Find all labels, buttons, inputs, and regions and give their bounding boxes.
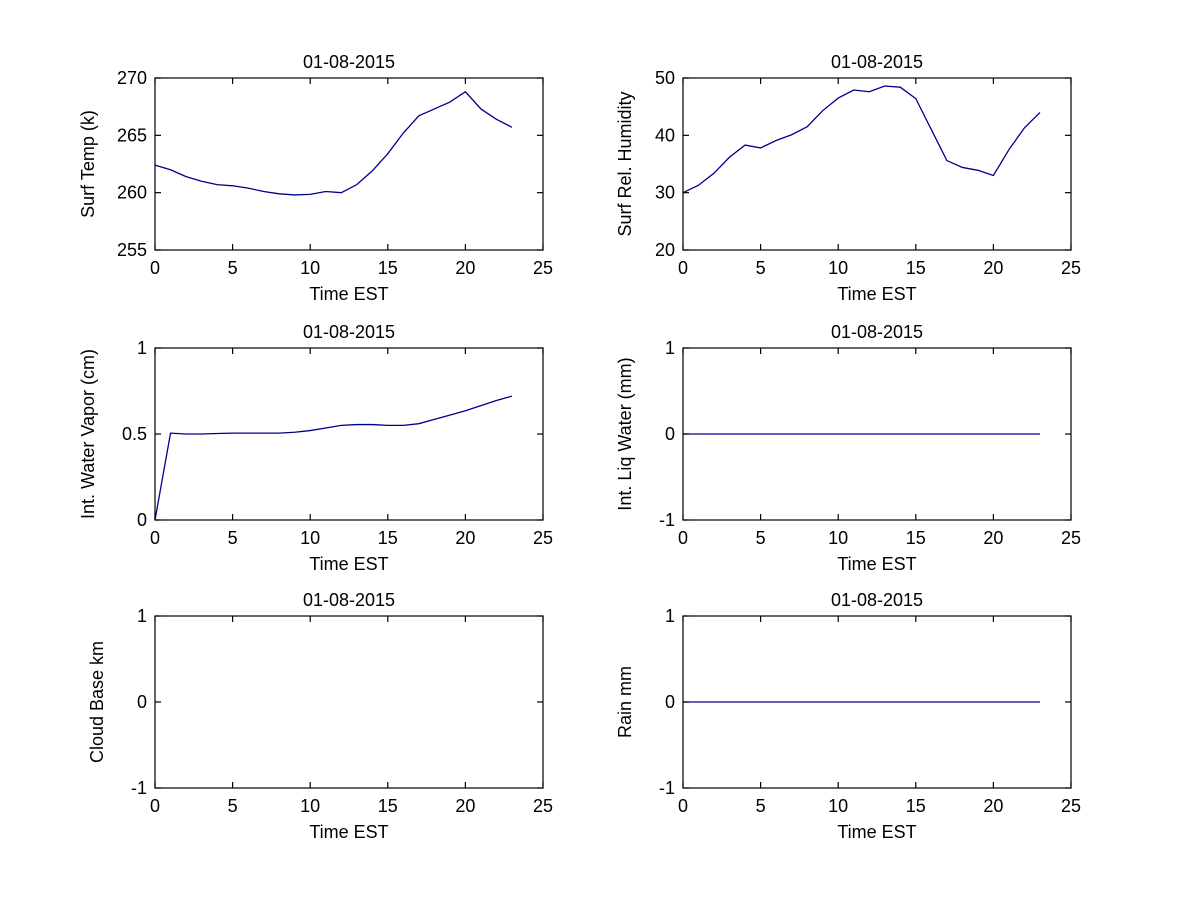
x-tick-label: 0: [678, 528, 688, 548]
x-tick-label: 0: [678, 258, 688, 278]
x-tick-label: 10: [300, 258, 320, 278]
y-tick-label: 1: [137, 338, 147, 358]
subplot-2-ylabel: Surf Rel. Humidity: [615, 91, 635, 236]
y-tick-label: 255: [117, 240, 147, 260]
subplot-6-xlabel: Time EST: [837, 822, 916, 842]
y-tick-label: 0: [137, 692, 147, 712]
subplot-6-title: 01-08-2015: [831, 590, 923, 610]
x-tick-label: 0: [150, 796, 160, 816]
subplot-2-data-line: [682, 85, 1041, 194]
y-tick-label: 1: [137, 606, 147, 626]
y-tick-label: 270: [117, 68, 147, 88]
x-tick-label: 5: [228, 258, 238, 278]
x-tick-label: 20: [455, 258, 475, 278]
subplot-2: 0 5 10 15 20 25 20 30 40 50 01-08-2015 Time EST Surf…: [615, 52, 1081, 304]
subplot-4-title: 01-08-2015: [831, 322, 923, 342]
x-tick-label: 15: [378, 796, 398, 816]
x-tick-label: 5: [228, 528, 238, 548]
x-tick-label: 25: [1061, 796, 1081, 816]
x-tick-label: 20: [455, 528, 475, 548]
x-tick-label: 5: [756, 796, 766, 816]
y-tick-label: 265: [117, 125, 147, 145]
x-tick-label: 10: [828, 528, 848, 548]
subplot-1-title: 01-08-2015: [303, 52, 395, 72]
y-tick-label: 30: [655, 183, 675, 203]
subplot-1: 0 5 10 15 20 25 255 260 265 270 01-08-2015 Time EST…: [78, 52, 553, 304]
subplot-2-title: 01-08-2015: [831, 52, 923, 72]
x-tick-label: 5: [756, 258, 766, 278]
subplot-2-axes-box: [682, 77, 1072, 251]
subplot-1-ylabel: Surf Temp (k): [78, 110, 98, 218]
subplot-3: 0 5 10 15 20 25 0 0.5 1 01-08-2015 Time EST Int. Wa…: [78, 322, 553, 574]
subplot-5-xlabel: Time EST: [309, 822, 388, 842]
x-tick-label: 25: [533, 796, 553, 816]
x-tick-label: 5: [756, 528, 766, 548]
subplot-6-ylabel: Rain mm: [615, 666, 635, 738]
x-tick-label: 25: [533, 258, 553, 278]
x-tick-label: 15: [906, 796, 926, 816]
x-tick-label: 15: [378, 258, 398, 278]
x-tick-label: 0: [150, 528, 160, 548]
y-tick-label: -1: [659, 510, 675, 530]
y-tick-label: 0.5: [122, 424, 147, 444]
x-tick-label: 10: [300, 796, 320, 816]
x-tick-label: 25: [533, 528, 553, 548]
y-tick-label: 20: [655, 240, 675, 260]
x-tick-label: 10: [828, 796, 848, 816]
subplot-4-xlabel: Time EST: [837, 554, 916, 574]
subplot-3-title: 01-08-2015: [303, 322, 395, 342]
y-tick-label: -1: [659, 778, 675, 798]
subplot-4-ylabel: Int. Liq Water (mm): [615, 357, 635, 510]
x-tick-label: 20: [983, 258, 1003, 278]
x-tick-label: 20: [983, 796, 1003, 816]
subplot-1-xlabel: Time EST: [309, 284, 388, 304]
y-tick-label: 40: [655, 125, 675, 145]
y-tick-label: 50: [655, 68, 675, 88]
subplot-1-axes-box: [154, 77, 544, 251]
x-tick-label: 15: [906, 258, 926, 278]
x-tick-label: 25: [1061, 258, 1081, 278]
x-tick-label: 10: [300, 528, 320, 548]
subplot-2-xlabel: Time EST: [837, 284, 916, 304]
y-tick-label: 0: [137, 510, 147, 530]
y-tick-label: 0: [665, 424, 675, 444]
x-tick-label: 0: [678, 796, 688, 816]
subplot-3-ylabel: Int. Water Vapor (cm): [78, 349, 98, 519]
subplot-3-data-line: [154, 395, 513, 521]
y-tick-label: 0: [665, 692, 675, 712]
subplot-5-axes-box: [154, 615, 544, 789]
subplot-3-xlabel: Time EST: [309, 554, 388, 574]
x-tick-label: 10: [828, 258, 848, 278]
y-tick-label: 260: [117, 183, 147, 203]
subplot-5-ylabel: Cloud Base km: [87, 641, 107, 763]
x-tick-label: 0: [150, 258, 160, 278]
x-tick-label: 20: [455, 796, 475, 816]
subplot-1-data-line: [154, 90, 513, 196]
x-tick-label: 15: [378, 528, 398, 548]
x-tick-label: 25: [1061, 528, 1081, 548]
x-tick-label: 5: [228, 796, 238, 816]
x-tick-label: 15: [906, 528, 926, 548]
y-tick-label: -1: [131, 778, 147, 798]
x-tick-label: 20: [983, 528, 1003, 548]
subplot-5-title: 01-08-2015: [303, 590, 395, 610]
y-tick-label: 1: [665, 338, 675, 358]
y-tick-label: 1: [665, 606, 675, 626]
